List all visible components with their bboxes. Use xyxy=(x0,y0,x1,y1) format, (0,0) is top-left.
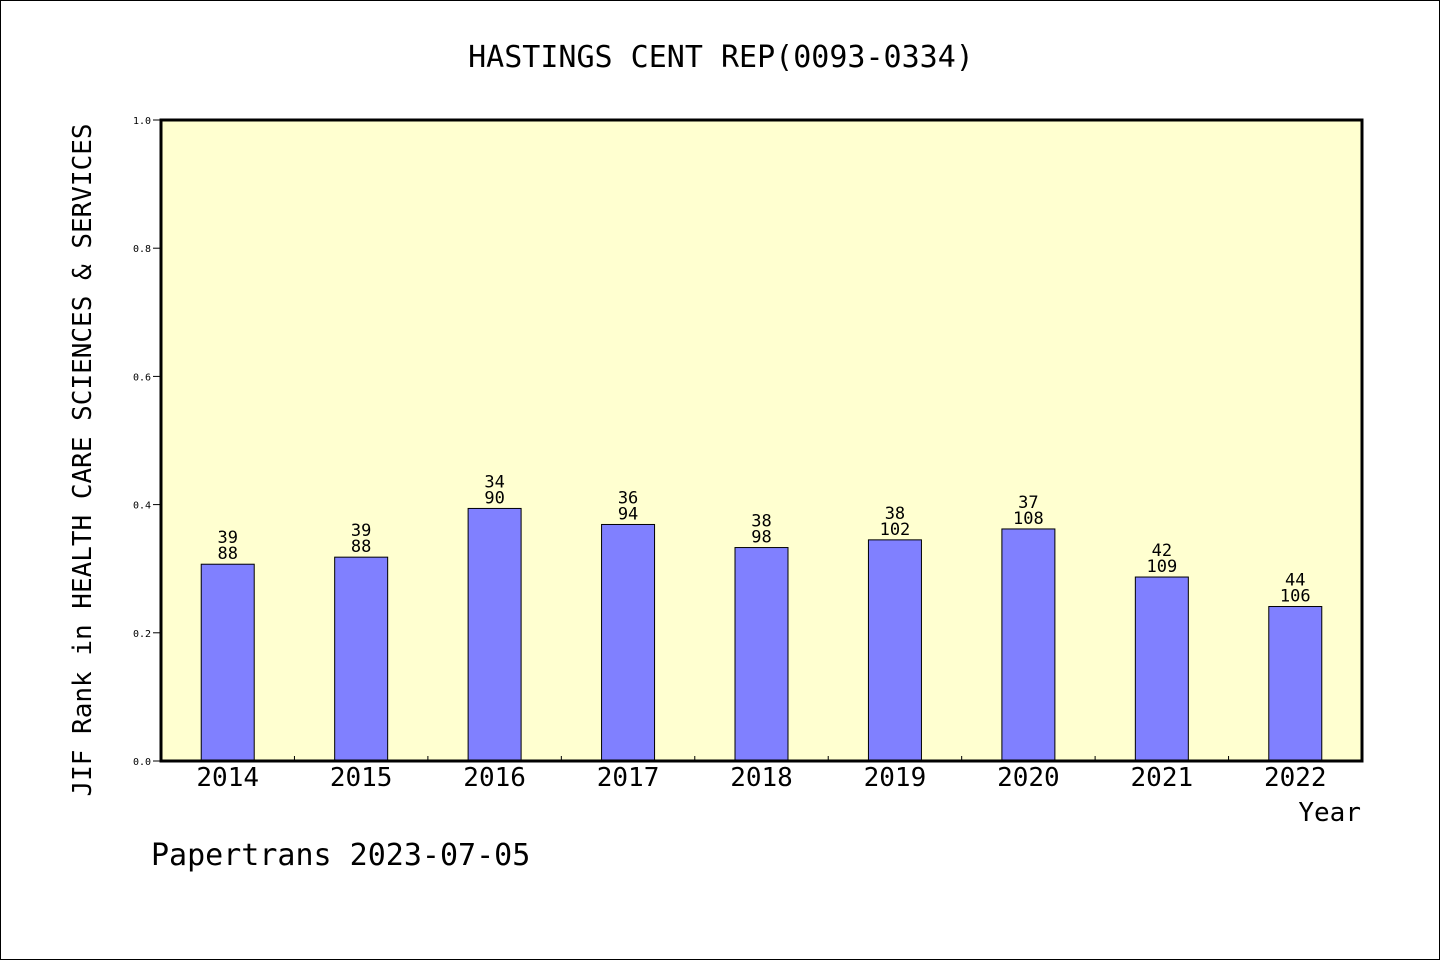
bar-label-rank: 44 xyxy=(1285,571,1305,591)
y-ticks-group: 0.0 0.2 0.4 0.6 0.8 1.0 xyxy=(133,116,161,768)
bar-2021 xyxy=(1134,576,1189,762)
x-tick-label: 2015 xyxy=(330,763,393,793)
bar-label-total: 90 xyxy=(484,488,504,508)
y-tick-label: 0.2 xyxy=(133,629,151,640)
bar-label-total: 109 xyxy=(1146,557,1177,577)
bar-2015 xyxy=(334,556,389,762)
bar-label-total: 106 xyxy=(1280,587,1311,607)
x-axis-label: Year xyxy=(1298,798,1361,828)
bar-2019 xyxy=(867,539,922,762)
bar-label-total: 88 xyxy=(351,537,371,557)
y-tick-label: 1.0 xyxy=(133,116,151,127)
bar-label-total: 98 xyxy=(751,528,771,548)
x-tick-label: 2018 xyxy=(730,763,793,793)
x-tick-label: 2020 xyxy=(997,763,1060,793)
chart-title: HASTINGS CENT REP(0093-0334) xyxy=(468,40,974,75)
x-tick-label: 2014 xyxy=(196,763,259,793)
bar-label-rank: 42 xyxy=(1152,541,1172,561)
bar-label-rank: 37 xyxy=(1018,493,1038,513)
bar-2017 xyxy=(601,523,656,762)
bar-label-rank: 36 xyxy=(618,488,638,508)
y-tick-label: 0.8 xyxy=(133,244,151,255)
x-tick-label: 2022 xyxy=(1264,763,1327,793)
y-tick-label: 0.4 xyxy=(133,501,151,512)
y-tick-label: 0.6 xyxy=(133,372,151,383)
y-tick-label: 0.0 xyxy=(133,757,151,768)
bar-label-total: 88 xyxy=(217,544,237,564)
x-tick-label: 2019 xyxy=(864,763,927,793)
bar-2016 xyxy=(467,507,522,762)
bar-label-total: 108 xyxy=(1013,509,1044,529)
bar-label-rank: 39 xyxy=(217,528,237,548)
x-ticks-group: 2014 2015 2016 2017 2018 2019 2020 2021 2022 xyxy=(196,756,1327,793)
plot-border xyxy=(159,118,1364,763)
x-tick-label: 2021 xyxy=(1131,763,1194,793)
bar-2022 xyxy=(1268,606,1323,762)
bar-label-rank: 38 xyxy=(751,512,771,532)
x-tick-label: 2016 xyxy=(463,763,526,793)
bar-label-rank: 34 xyxy=(484,472,504,492)
bar-label-total: 94 xyxy=(618,504,638,524)
bar-label-rank: 39 xyxy=(351,521,371,541)
bar-2018 xyxy=(734,547,789,762)
x-tick-label: 2017 xyxy=(597,763,660,793)
footer-credit: Papertrans 2023-07-05 xyxy=(151,838,530,873)
bar-2020 xyxy=(1001,528,1056,762)
y-axis-label: JIF Rank in HEALTH CARE SCIENCES & SERVI… xyxy=(68,123,98,796)
bar-label-total: 102 xyxy=(880,520,911,540)
bar-label-rank: 38 xyxy=(885,504,905,524)
bar-2014 xyxy=(200,563,255,762)
